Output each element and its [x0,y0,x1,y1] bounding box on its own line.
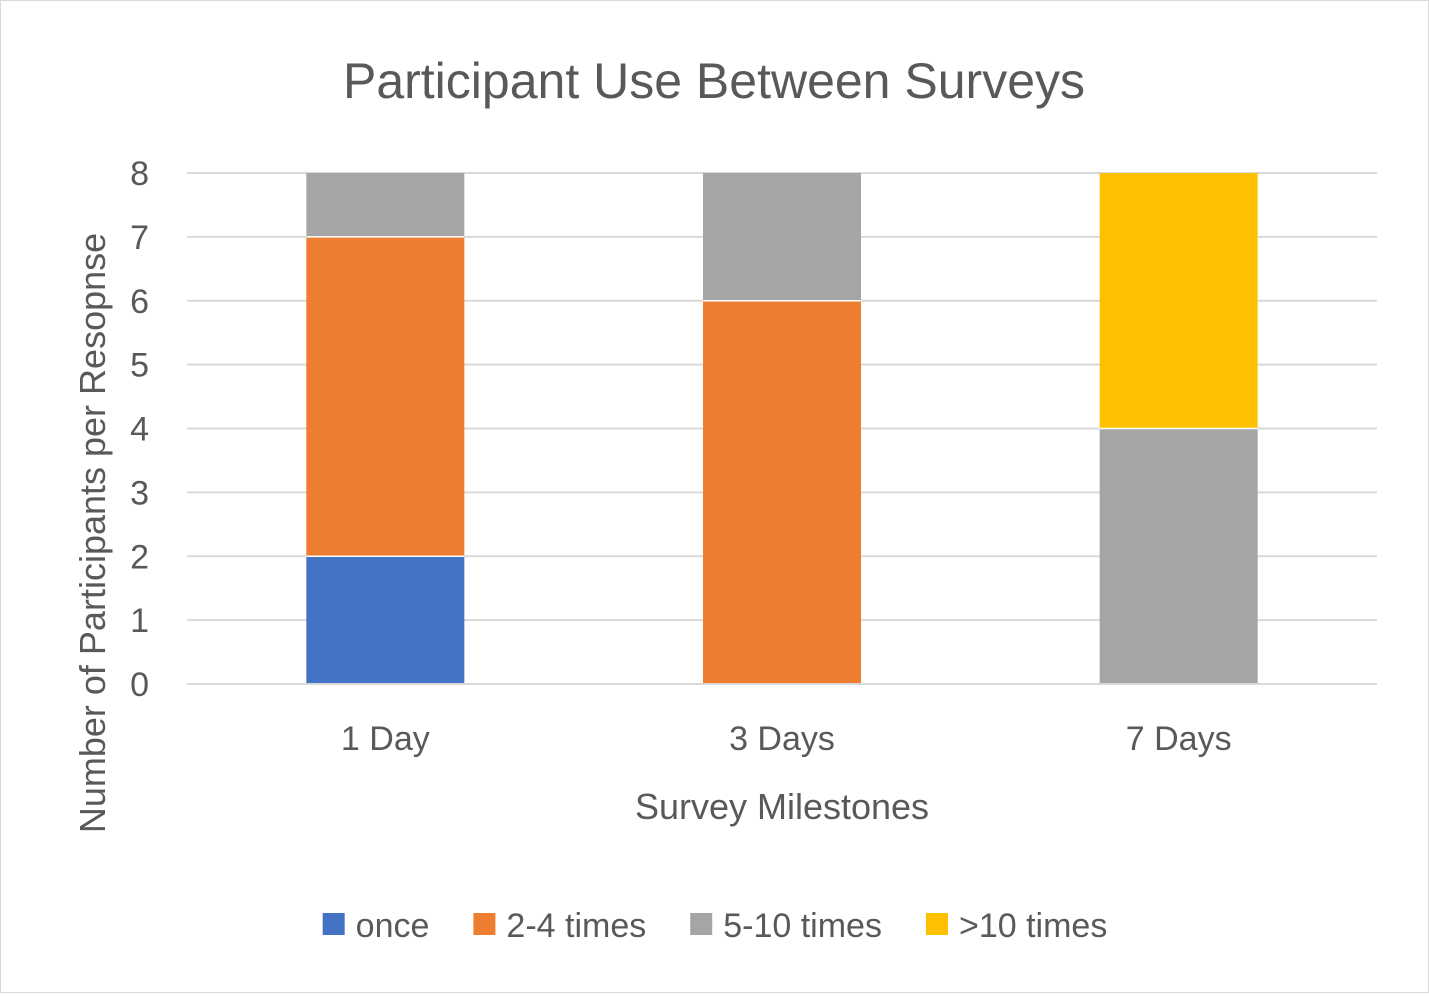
y-tick-label: 7 [130,219,149,257]
chart-title: Participant Use Between Surveys [343,53,1085,109]
bar-segment [703,300,861,684]
y-tick-label: 3 [130,474,149,512]
bar-segment [703,173,861,301]
y-tick-label: 6 [130,283,149,321]
y-tick-label: 0 [130,666,149,704]
x-tick-label: 1 Day [341,720,430,758]
y-tick-label: 2 [130,538,149,576]
bars [306,173,1258,684]
x-tick-label: 3 Days [729,720,835,758]
legend: once 2-4 times 5-10 times >10 times [322,907,1107,945]
bar-segment [306,173,465,237]
bar-segment [306,556,465,684]
y-tick-label: 8 [130,155,149,193]
x-tick-label: 7 Days [1126,720,1232,758]
y-axis-label: Number of Participants per Resopnse [72,233,113,833]
legend-swatch [322,913,345,935]
y-tick-label: 5 [130,347,149,385]
legend-swatch [925,913,948,935]
legend-label: 5-10 times [723,907,882,945]
legend-item: once [322,907,430,945]
legend-label: >10 times [959,907,1107,945]
legend-item: 5-10 times [690,907,882,945]
legend-label: 2-4 times [506,907,646,945]
y-tick-label: 1 [130,602,149,640]
legend-item: >10 times [925,907,1107,945]
y-tick-label: 4 [130,411,149,449]
legend-swatch [690,913,713,935]
bar-segment [1099,428,1258,684]
y-axis-ticks: 0 1 2 3 4 5 6 7 8 [130,155,149,704]
legend-label: once [356,907,430,945]
x-axis-ticks: 1 Day 3 Days 7 Days [341,720,1232,758]
bar-segment [1099,173,1258,429]
x-axis-label: Survey Milestones [635,786,929,827]
legend-item: 2-4 times [473,907,646,945]
legend-swatch [473,913,496,935]
bar-segment [306,236,465,557]
